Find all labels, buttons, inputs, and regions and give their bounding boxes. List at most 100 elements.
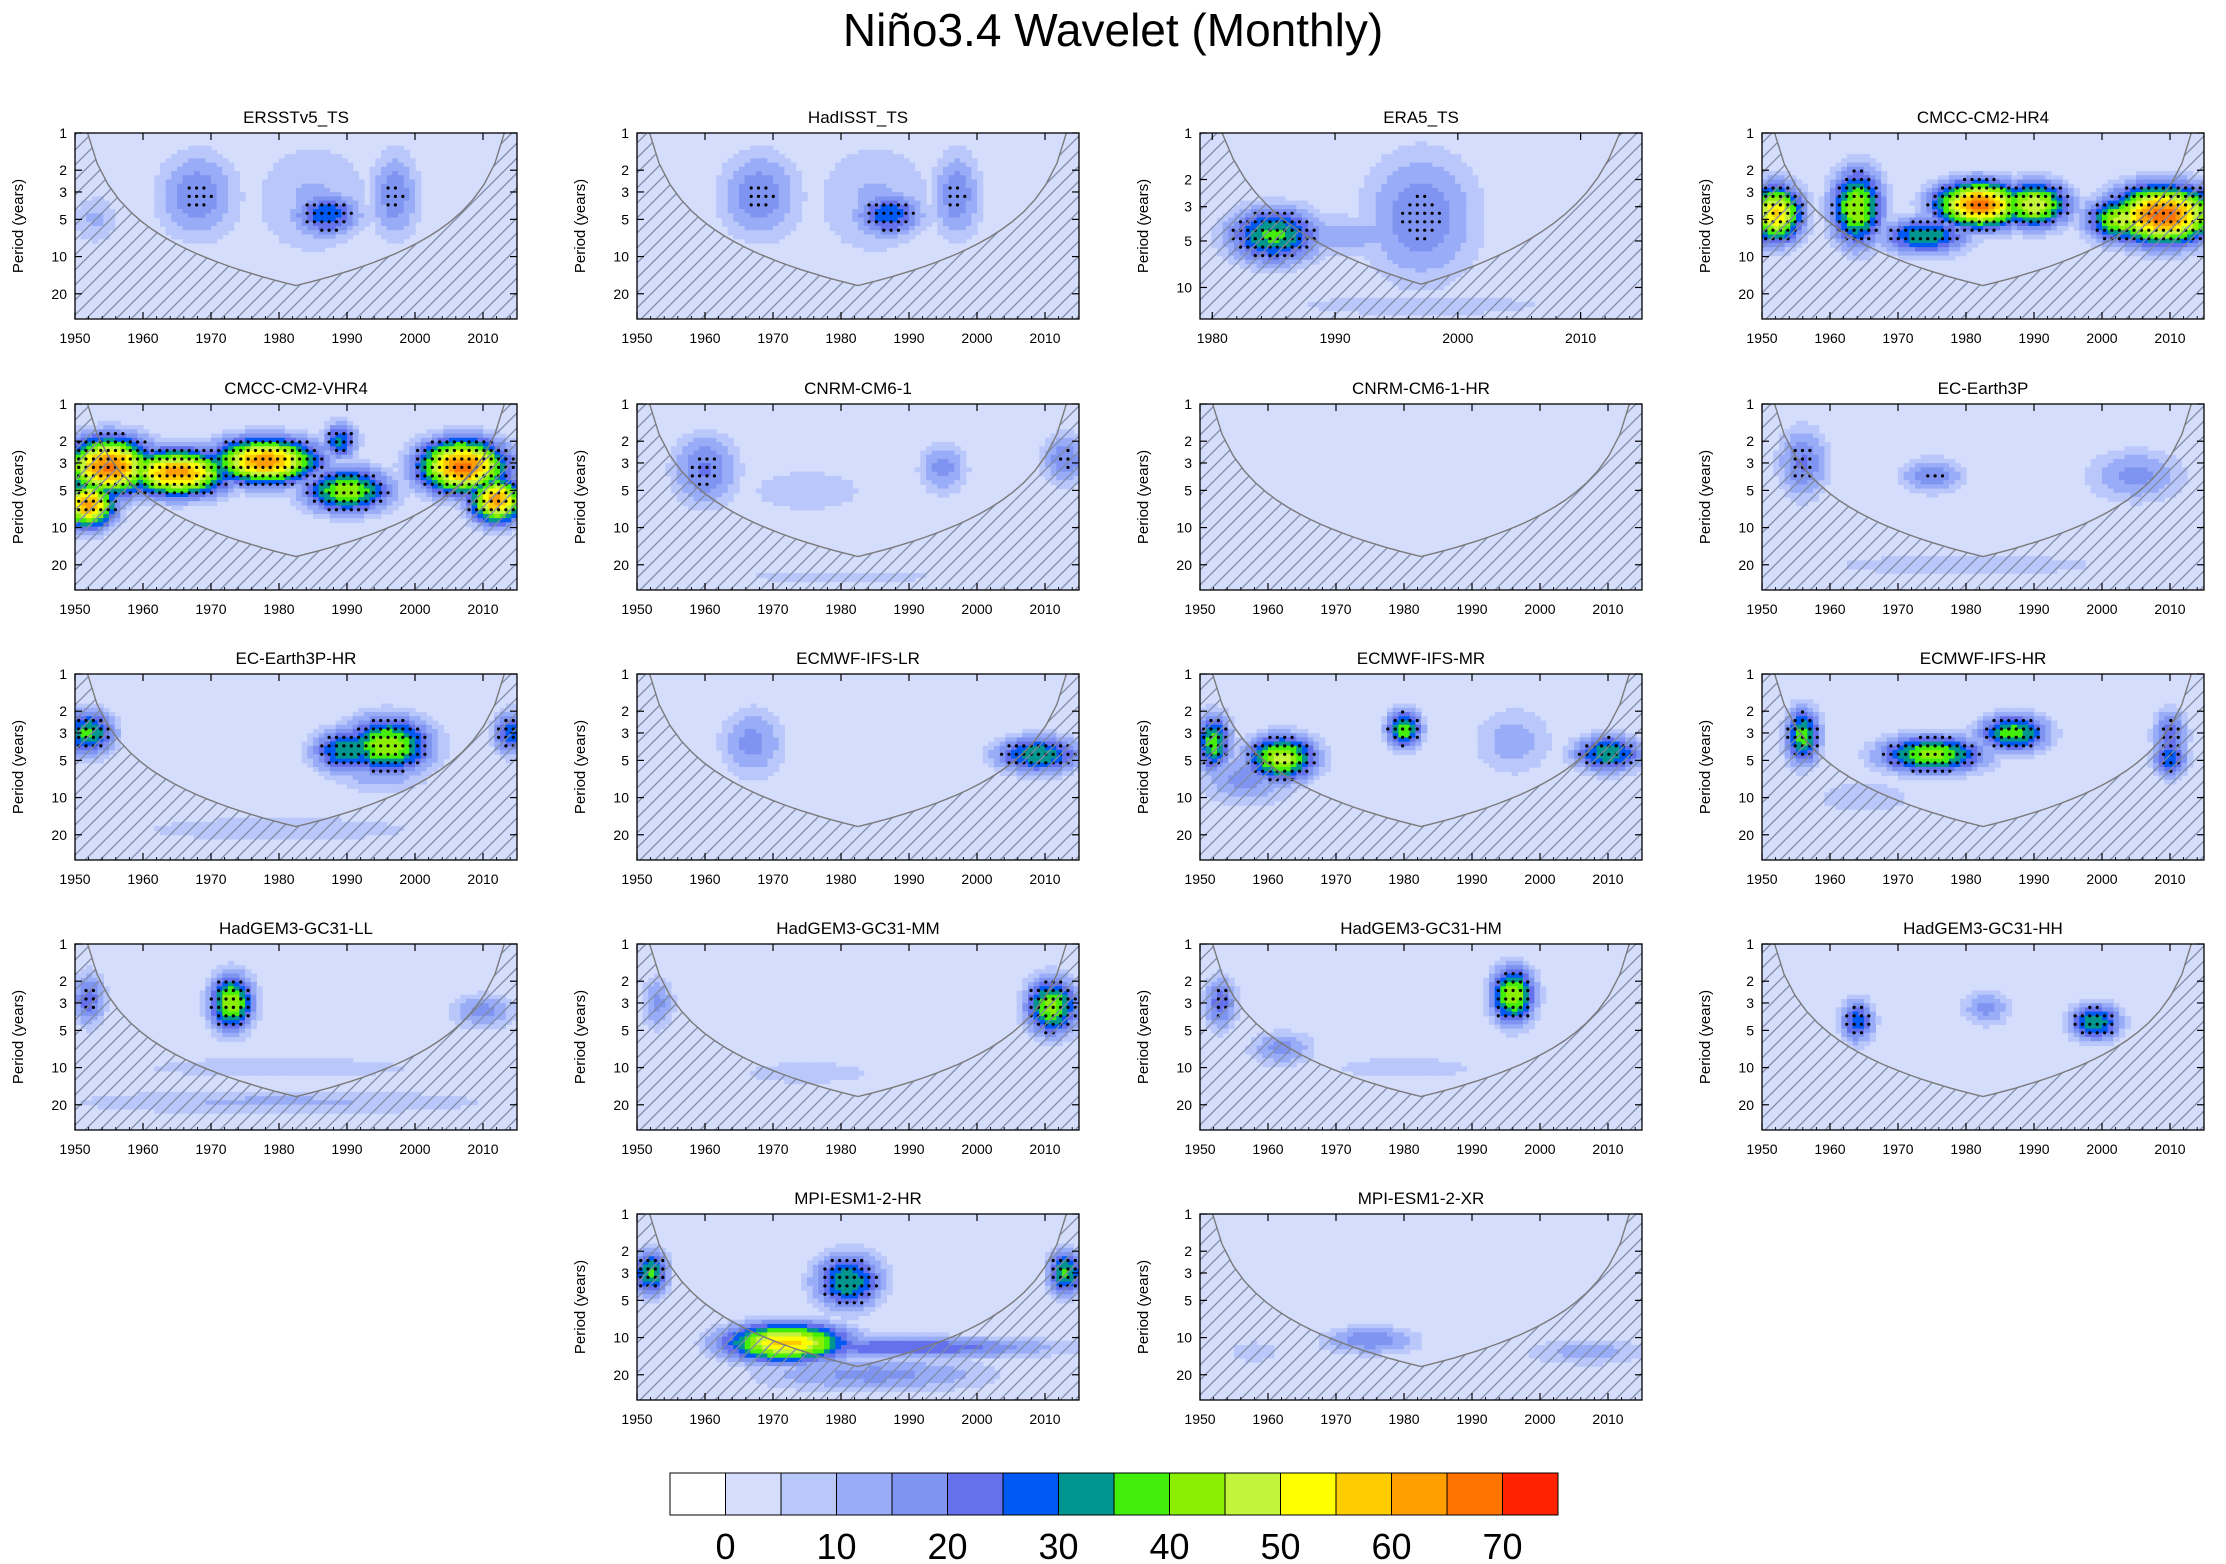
power-cell xyxy=(1443,226,1450,231)
power-cell xyxy=(1375,230,1382,236)
power-cell xyxy=(744,149,751,155)
power-cell xyxy=(852,183,859,189)
power-cell xyxy=(409,192,416,198)
power-cell xyxy=(778,196,785,202)
power-cell xyxy=(1443,192,1450,198)
power-cell xyxy=(1381,217,1388,223)
power-cell xyxy=(914,175,921,181)
power-cell xyxy=(744,238,751,244)
power-cell xyxy=(948,196,955,202)
power-cell xyxy=(1943,204,1950,210)
power-cell xyxy=(852,192,859,198)
power-cell xyxy=(177,183,184,189)
power-cell xyxy=(1988,196,1995,202)
power-cell xyxy=(2062,213,2069,219)
power-cell xyxy=(1943,187,1950,193)
power-cell xyxy=(914,217,921,223)
power-cell xyxy=(1830,183,1837,189)
significance-dot xyxy=(2095,228,2099,232)
power-cell xyxy=(1285,213,1292,219)
power-cell xyxy=(341,196,348,202)
power-cell xyxy=(863,242,870,248)
power-cell xyxy=(1358,213,1365,219)
power-cell xyxy=(1841,226,1848,231)
power-cell xyxy=(2141,175,2148,181)
power-cell xyxy=(2028,179,2035,185)
power-cell xyxy=(182,200,189,206)
power-cell xyxy=(199,196,206,202)
significance-dot xyxy=(1918,237,1922,241)
power-cell xyxy=(920,187,927,193)
power-cell xyxy=(199,192,206,198)
power-cell xyxy=(188,183,195,189)
power-cell xyxy=(324,158,331,164)
power-cell xyxy=(2000,196,2007,202)
power-cell xyxy=(1421,226,1428,231)
power-cell xyxy=(886,209,893,214)
power-cell xyxy=(2124,192,2131,198)
power-field xyxy=(637,133,1079,319)
significance-dot xyxy=(1970,194,1974,198)
power-cell xyxy=(756,145,763,151)
power-cell xyxy=(1898,221,1905,227)
significance-dot xyxy=(867,211,871,215)
power-cell xyxy=(1926,200,1933,206)
power-cell xyxy=(1460,221,1467,227)
power-cell xyxy=(211,217,218,223)
power-cell xyxy=(267,226,274,231)
power-cell xyxy=(1330,234,1337,240)
power-cell xyxy=(1455,171,1462,176)
significance-dot xyxy=(1415,237,1419,241)
power-cell xyxy=(1381,247,1388,252)
power-cell xyxy=(2051,187,2058,193)
power-cell xyxy=(296,242,303,248)
power-cell xyxy=(739,230,746,236)
power-cell xyxy=(1443,187,1450,193)
power-cell xyxy=(1370,196,1377,202)
significance-dot xyxy=(1430,220,1434,224)
power-cell xyxy=(1370,234,1377,240)
power-cell xyxy=(1290,213,1297,219)
power-cell xyxy=(1279,204,1286,210)
power-cell xyxy=(1387,213,1394,219)
power-cell xyxy=(1835,187,1842,193)
power-cell xyxy=(398,221,405,227)
power-cell xyxy=(767,175,774,181)
power-cell xyxy=(1285,200,1292,206)
power-cell xyxy=(875,192,882,198)
power-cell xyxy=(778,175,785,181)
power-cell xyxy=(324,175,331,181)
power-cell xyxy=(2022,175,2029,181)
power-cell xyxy=(1886,209,1893,214)
power-cell xyxy=(1949,196,1956,202)
power-cell xyxy=(1398,187,1405,193)
power-cell xyxy=(284,158,291,164)
power-cell xyxy=(1449,171,1456,176)
power-cell xyxy=(2017,171,2024,176)
power-cell xyxy=(1954,209,1961,214)
power-cell xyxy=(852,209,859,214)
significance-dot xyxy=(2139,211,2143,215)
power-cell xyxy=(1279,200,1286,206)
power-cell xyxy=(1449,251,1456,257)
power-cell xyxy=(182,192,189,198)
power-cell xyxy=(205,213,212,219)
power-cell xyxy=(188,154,195,159)
power-cell xyxy=(880,149,887,155)
power-cell xyxy=(296,209,303,214)
power-cell xyxy=(188,149,195,155)
power-cell xyxy=(1852,187,1859,193)
power-cell xyxy=(965,171,972,176)
power-cell xyxy=(216,209,223,214)
power-cell xyxy=(284,154,291,159)
power-cell xyxy=(909,183,916,189)
power-cell xyxy=(324,183,331,189)
power-cell xyxy=(1937,204,1944,210)
significance-dot xyxy=(1859,228,1864,232)
power-cell xyxy=(733,196,740,202)
power-cell xyxy=(2039,179,2046,185)
power-cell xyxy=(739,209,746,214)
power-cell xyxy=(1398,238,1405,244)
power-cell xyxy=(335,425,342,430)
